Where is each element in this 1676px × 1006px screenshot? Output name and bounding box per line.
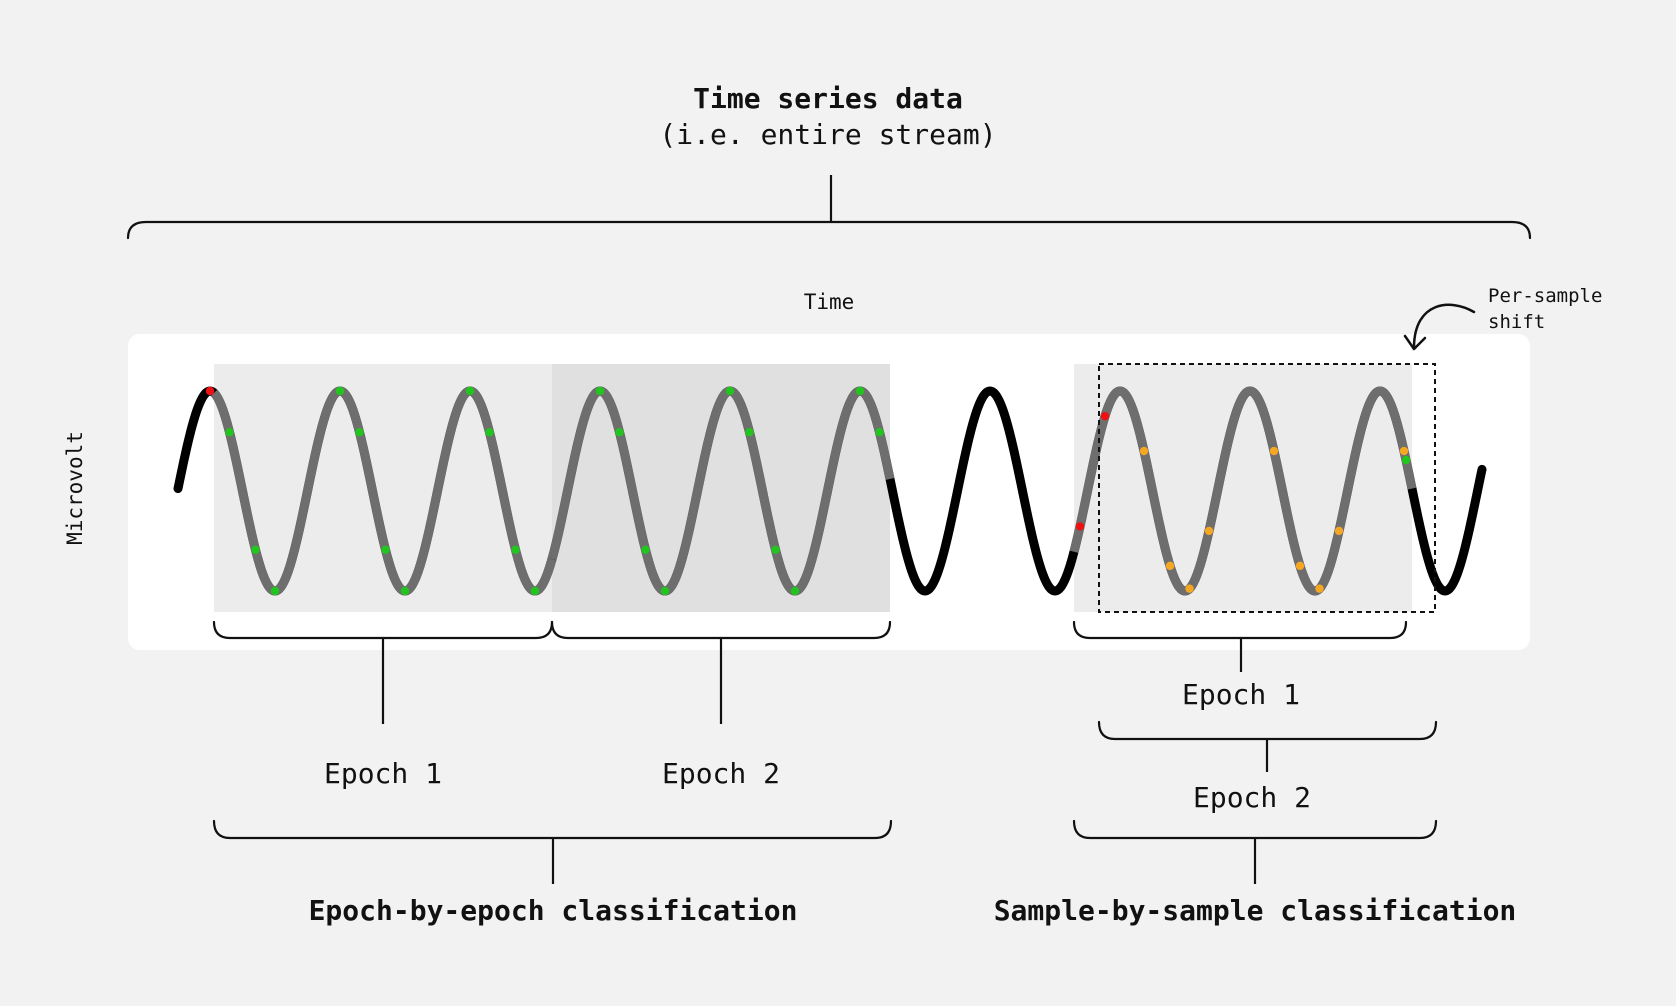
epoch-sample bbox=[225, 428, 234, 437]
epoch-sample bbox=[855, 386, 865, 396]
epoch-sample bbox=[511, 545, 520, 554]
window-sample bbox=[1399, 446, 1409, 456]
window-sample bbox=[1269, 446, 1279, 456]
shift-annotation-line2: shift bbox=[1488, 311, 1545, 333]
signal-trace-epoch-1 bbox=[210, 386, 557, 596]
epoch-sample bbox=[660, 586, 670, 596]
epoch-2-label: Epoch 2 bbox=[662, 757, 780, 790]
shift-arrowhead-icon bbox=[1403, 334, 1427, 351]
window-sample bbox=[1315, 584, 1324, 593]
sample-by-sample-label: Sample-by-sample classification bbox=[994, 894, 1517, 927]
epoch-sample bbox=[335, 386, 345, 396]
window-sample bbox=[1334, 526, 1344, 536]
window-sample bbox=[1295, 561, 1305, 571]
epoch-region-1 bbox=[214, 364, 552, 612]
epoch-sample bbox=[875, 428, 884, 437]
sample-dots bbox=[205, 386, 1411, 596]
sample-epoch-2-brace bbox=[1097, 720, 1438, 741]
epoch-sample bbox=[355, 428, 364, 437]
sample-epoch-1-label: Epoch 1 bbox=[1182, 678, 1300, 711]
stream-brace bbox=[126, 220, 1532, 240]
epoch-sample bbox=[745, 428, 754, 437]
window-start-sample bbox=[1075, 522, 1085, 531]
epoch-sample bbox=[641, 545, 650, 554]
signal-trace-sample-epoch bbox=[1069, 386, 1417, 596]
shifted-window bbox=[1098, 363, 1436, 613]
shifted-window-start-sample bbox=[1100, 411, 1110, 421]
epoch-sample bbox=[465, 386, 475, 396]
epoch-sample bbox=[615, 428, 624, 437]
sample-by-sample-brace bbox=[1072, 819, 1438, 840]
window-sample bbox=[1185, 584, 1194, 593]
diagram-title: Time series data bbox=[693, 82, 963, 115]
y-axis-label: Microvolt bbox=[63, 431, 87, 545]
epoch-sample bbox=[381, 545, 390, 554]
epoch-start-sample bbox=[205, 386, 215, 396]
epoch-sample bbox=[530, 586, 540, 596]
epoch-sample bbox=[485, 428, 494, 437]
epoch-sample bbox=[771, 545, 780, 554]
signal-trace-epoch-2 bbox=[547, 386, 895, 596]
window-sample bbox=[1165, 561, 1175, 571]
sample-epoch-2-label: Epoch 2 bbox=[1193, 781, 1311, 814]
window-end-sample bbox=[1401, 455, 1411, 465]
epoch-sample bbox=[270, 586, 280, 596]
shift-annotation-line1: Per-sample bbox=[1488, 285, 1602, 307]
shift-arrow bbox=[1412, 303, 1476, 348]
x-axis-label: Time bbox=[804, 290, 855, 314]
epoch-sample bbox=[595, 386, 605, 396]
signal-wave bbox=[173, 386, 1487, 596]
epoch-1-label: Epoch 1 bbox=[324, 757, 442, 790]
window-sample bbox=[1204, 526, 1214, 536]
epoch-sample bbox=[400, 586, 410, 596]
diagram-subtitle: (i.e. entire stream) bbox=[659, 118, 996, 151]
epoch-sample bbox=[725, 386, 735, 396]
window-sample bbox=[1139, 446, 1149, 456]
epoch-sample bbox=[790, 586, 800, 596]
epoch-sample bbox=[251, 545, 260, 554]
epoch-by-epoch-brace bbox=[212, 819, 893, 840]
epoch-by-epoch-label: Epoch-by-epoch classification bbox=[309, 894, 798, 927]
